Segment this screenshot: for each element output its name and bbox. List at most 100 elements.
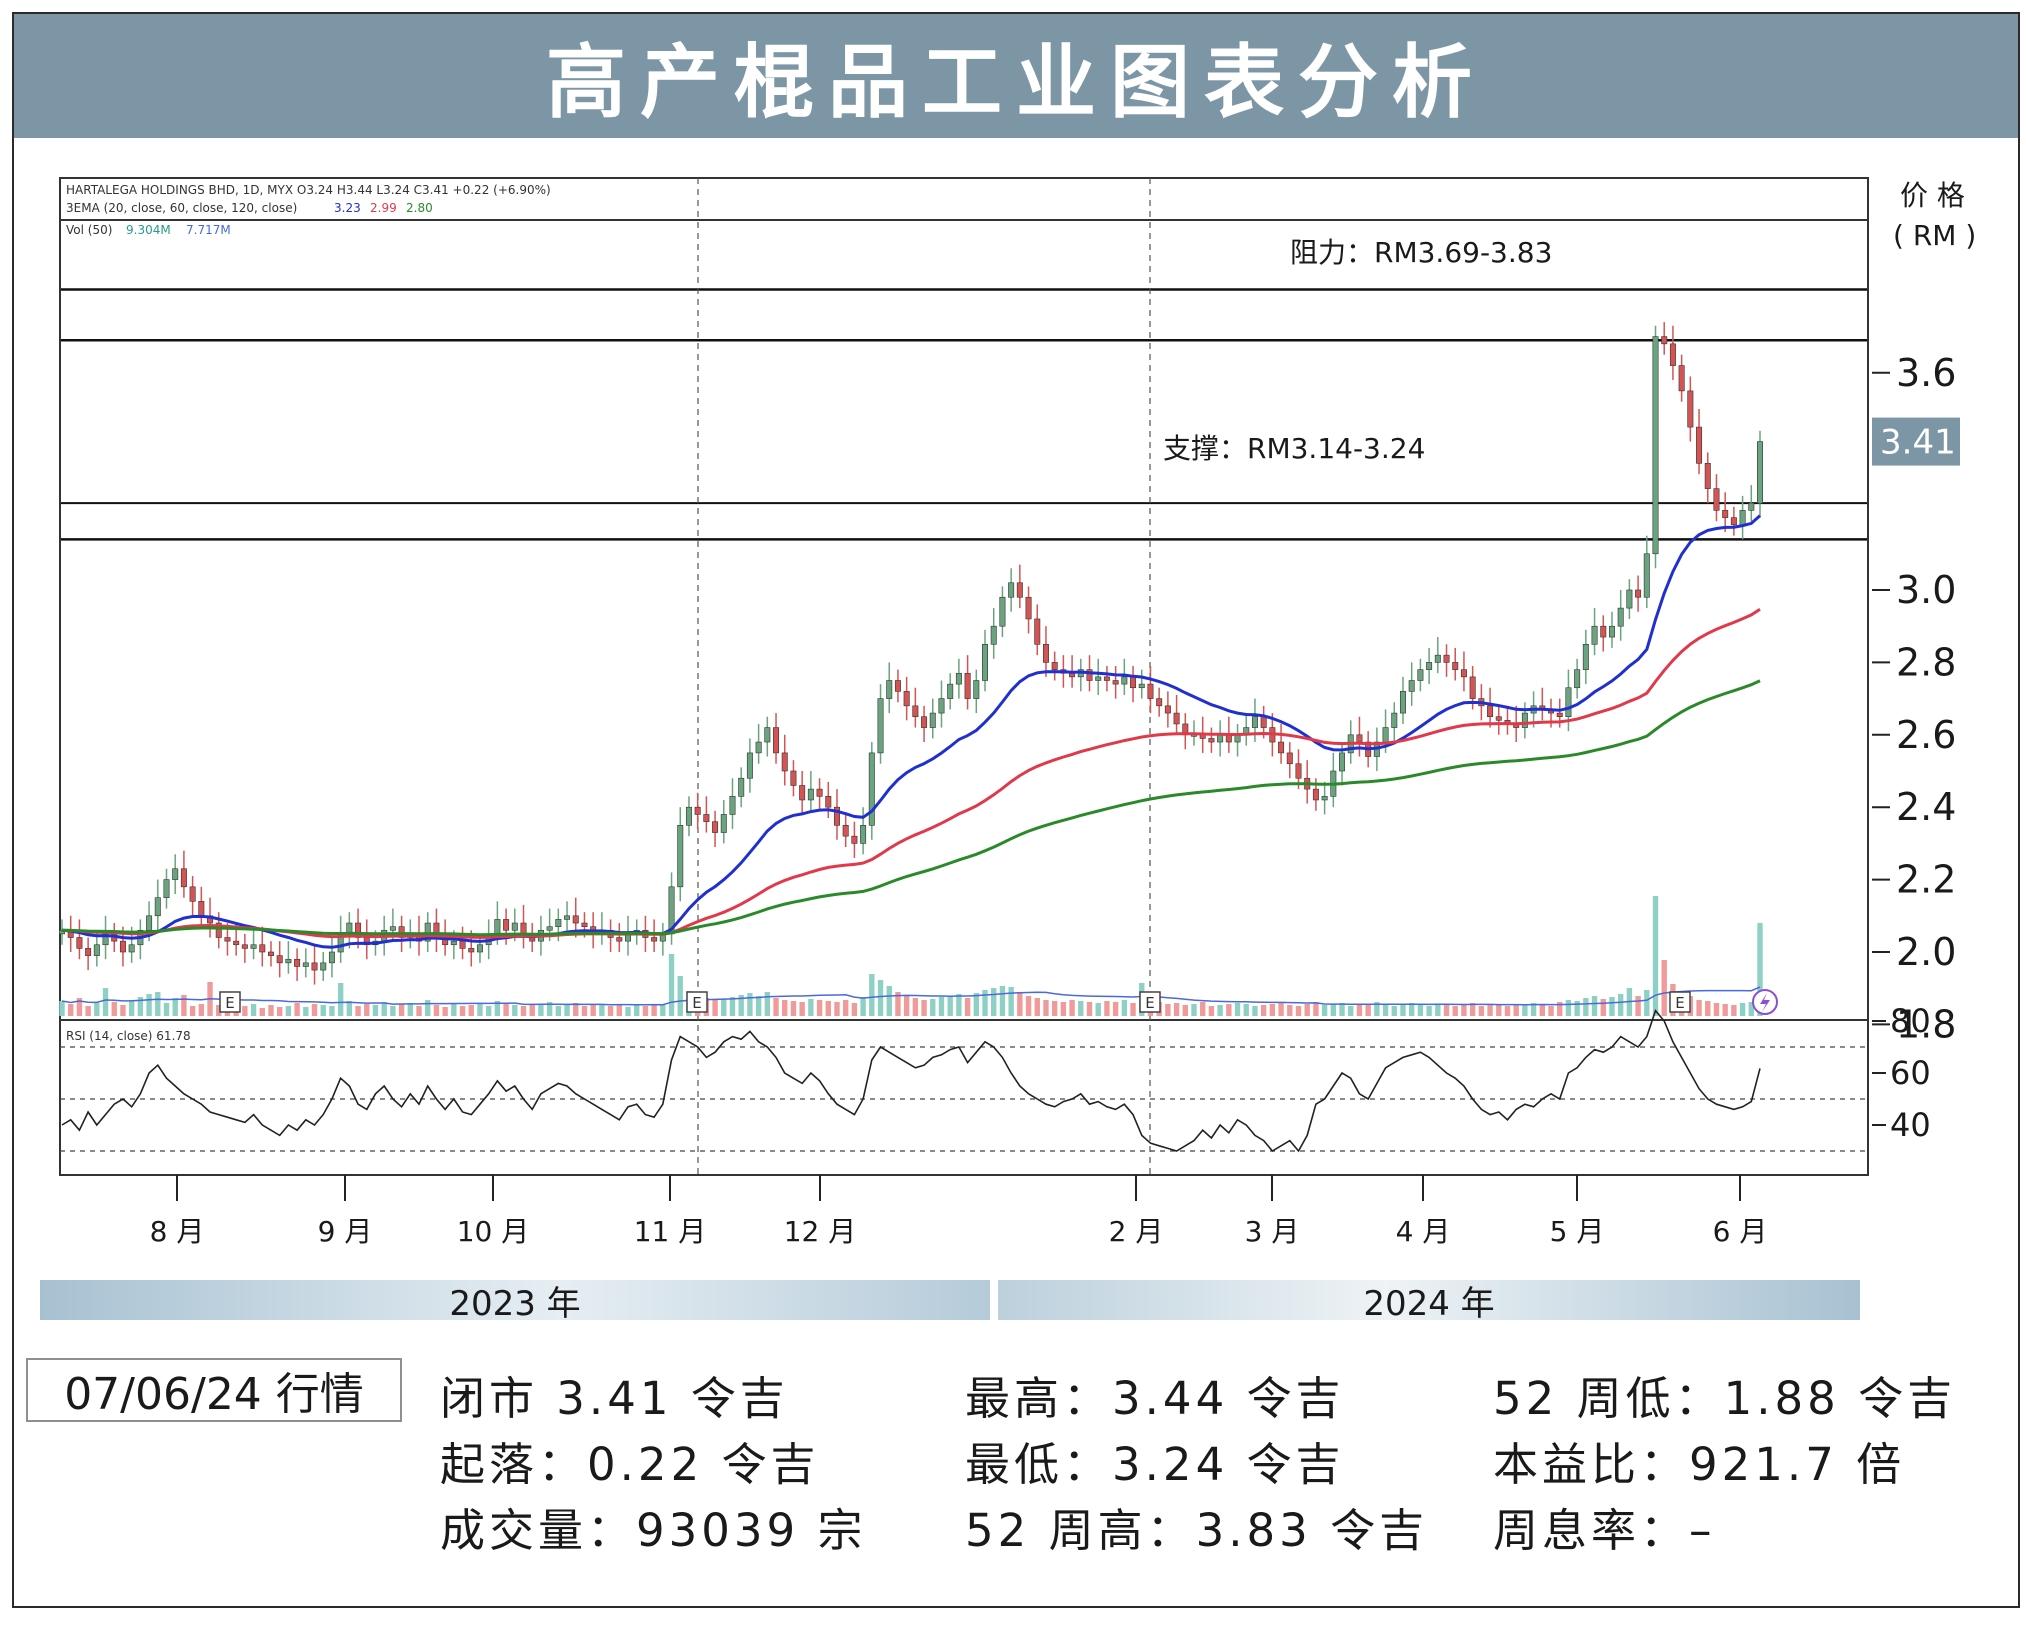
volume-bar: [808, 999, 814, 1016]
candle: [1138, 669, 1145, 699]
ema60-line: [61, 607, 1761, 939]
volume-bar: [1260, 1005, 1267, 1016]
candle: [781, 734, 788, 786]
volume-bar: [738, 995, 744, 1016]
candle-body: [581, 922, 588, 927]
volume-bar: [1304, 1004, 1310, 1016]
candle: [320, 952, 327, 981]
volume-bar: [128, 1000, 135, 1016]
volume-bar: [529, 1004, 535, 1016]
volume-bar: [494, 1001, 501, 1016]
year-band-2024: 2024 年: [998, 1280, 1860, 1324]
candle-body: [921, 716, 928, 728]
volume-bar: [1017, 992, 1023, 1016]
last-price-badge: [1872, 417, 1960, 466]
volume-bar: [163, 1003, 170, 1016]
volume-bar: [198, 1004, 205, 1016]
volume-bar: [660, 1005, 666, 1016]
volume-bar: [425, 1000, 431, 1016]
year-band-2023: 2023 年: [40, 1280, 990, 1324]
volume-bar: [1173, 1003, 1180, 1016]
volume-bar: [285, 1006, 292, 1016]
volume-bar: [973, 993, 979, 1016]
candle: [1112, 666, 1119, 699]
candle-body: [389, 926, 396, 931]
volume-bar: [1513, 1004, 1519, 1016]
volume-bar: [860, 997, 866, 1016]
volume-bar: [964, 998, 971, 1016]
earnings-marker: [1669, 991, 1691, 1013]
volume-bar: [1208, 1006, 1215, 1016]
candle: [67, 915, 74, 952]
candle: [1304, 760, 1311, 804]
candle: [973, 669, 980, 714]
candle-body: [1722, 510, 1729, 518]
candle-body: [180, 868, 187, 888]
candle: [1051, 651, 1058, 681]
volume-bar: [1557, 1002, 1563, 1016]
candle: [250, 930, 257, 960]
candle: [1182, 713, 1189, 750]
candle: [947, 673, 954, 710]
candle-body: [1130, 676, 1137, 689]
candle-body: [259, 944, 266, 953]
volume-bar: [1731, 1005, 1737, 1016]
candle-body: [1521, 712, 1528, 728]
candle-body: [1757, 441, 1763, 504]
candle: [302, 948, 309, 978]
legend-vol-prefix: Vol (50): [66, 223, 112, 237]
candle: [982, 629, 989, 692]
candle-body: [320, 962, 327, 971]
candle-body: [1321, 796, 1328, 801]
volume-bar: [520, 1006, 527, 1016]
candle-body: [851, 835, 858, 844]
candle: [625, 915, 631, 956]
candle-body: [459, 940, 466, 949]
volume-bar: [172, 998, 178, 1016]
candle-body: [1469, 676, 1476, 699]
candle: [860, 807, 867, 855]
candle: [1722, 492, 1729, 533]
month-label: 4 月: [1396, 1215, 1451, 1248]
candle-body: [964, 672, 971, 699]
candle-body: [833, 806, 840, 826]
volume-bar: [76, 998, 83, 1016]
candle-body: [76, 937, 83, 949]
candle: [1417, 658, 1424, 692]
volume-bar: [1069, 1000, 1075, 1016]
candle-body: [1356, 734, 1363, 743]
candle: [294, 948, 301, 981]
candle: [868, 742, 875, 840]
candle-body: [1408, 680, 1415, 692]
volume-bar: [1365, 1004, 1371, 1016]
candle: [459, 926, 466, 960]
volume-bar: [503, 1004, 509, 1016]
candle-body: [1739, 510, 1746, 526]
lightning-glyph: [1760, 993, 1770, 1012]
candle: [1034, 604, 1041, 656]
candle-body: [894, 680, 901, 692]
candle-body: [1173, 712, 1180, 725]
candle-body: [468, 948, 475, 953]
candle-body: [1696, 426, 1703, 464]
candle-body: [146, 915, 153, 931]
candle-body: [1295, 763, 1302, 779]
volume-bar: [877, 980, 884, 1016]
candle-body: [860, 824, 867, 844]
volume-bar: [956, 994, 962, 1016]
volume-bar: [303, 1007, 309, 1016]
volume-bar: [1043, 1000, 1049, 1016]
candle: [1730, 506, 1737, 536]
candle-body: [1591, 625, 1598, 645]
candle: [102, 915, 109, 960]
earnings-marker-label: E: [225, 994, 234, 1012]
volume-bar: [642, 1006, 649, 1016]
candle: [1008, 568, 1015, 612]
candle: [1574, 658, 1581, 699]
volume-bar: [1713, 1003, 1720, 1016]
volume-bar: [999, 986, 1006, 1016]
candle: [816, 778, 823, 811]
volume-bar: [816, 1000, 823, 1016]
candle-body: [703, 814, 710, 822]
candle: [1278, 723, 1285, 764]
